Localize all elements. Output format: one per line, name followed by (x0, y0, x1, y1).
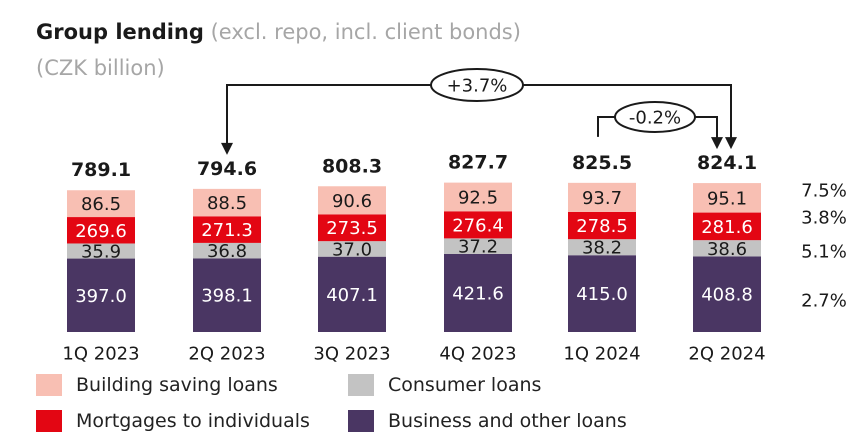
total-label-1: 789.1 (71, 159, 131, 181)
data-label-bar-segment-business-and-other-loans-5: 415.0 (576, 284, 628, 305)
bar-segment-consumer-loans-1 (67, 243, 135, 259)
annotation-arrowhead-qoq (711, 137, 723, 150)
data-label-bar-segment-business-and-other-loans-2: 398.1 (201, 286, 253, 307)
data-label-bar-segment-business-and-other-loans-6: 408.8 (701, 285, 753, 306)
bar-segment-mortgages-to-individuals-1 (67, 217, 135, 244)
annotation-bubble-qoq (614, 101, 696, 133)
bar-segment-mortgages-to-individuals-5 (568, 211, 636, 240)
legend-swatch-consumer (348, 374, 374, 396)
legend-item-consumer: Consumer loans (348, 374, 541, 396)
data-label-bar-segment-mortgages-to-individuals-3: 273.5 (326, 218, 378, 239)
bar-segment-consumer-loans-4 (444, 238, 512, 255)
data-label-bar-segment-consumer-loans-5: 38.2 (582, 238, 622, 259)
bar-segment-business-and-other-loans-1 (67, 258, 135, 332)
data-label-bar-segment-consumer-loans-2: 36.8 (207, 241, 247, 262)
data-label-bar-segment-mortgages-to-individuals-6: 281.6 (701, 217, 753, 238)
data-label-bar-segment-business-and-other-loans-3: 407.1 (326, 285, 378, 306)
category-label-1: 1Q 2023 (62, 344, 139, 365)
bar-segment-building-saving-loans-4 (444, 182, 512, 212)
legend-label-mortgages: Mortgages to individuals (76, 410, 310, 432)
chart-unit-label: (CZK billion) (36, 56, 165, 80)
legend-item-business: Business and other loans (348, 410, 627, 432)
bar-segment-building-saving-loans-1 (67, 190, 135, 218)
total-label-4: 827.7 (448, 152, 508, 174)
legend-label-consumer: Consumer loans (388, 374, 542, 396)
category-label-4: 4Q 2023 (439, 344, 516, 365)
category-label-5: 1Q 2024 (563, 344, 640, 365)
category-label-3: 3Q 2023 (313, 344, 390, 365)
growth-label-1: 7.5% (801, 181, 847, 202)
data-label-bar-segment-consumer-loans-6: 38.6 (707, 239, 747, 260)
data-label-bar-segment-building-saving-loans-3: 90.6 (332, 191, 372, 212)
growth-label-4: 2.7% (801, 291, 847, 312)
data-label-bar-segment-mortgages-to-individuals-2: 271.3 (201, 220, 253, 241)
bar-segment-business-and-other-loans-3 (318, 256, 386, 332)
total-label-2: 794.6 (197, 158, 257, 180)
bar-segment-building-saving-loans-5 (568, 182, 636, 212)
bar-segment-consumer-loans-2 (193, 242, 261, 259)
legend-swatch-mortgages (36, 410, 62, 432)
data-label-bar-segment-building-saving-loans-5: 93.7 (582, 188, 622, 209)
data-label-bar-segment-mortgages-to-individuals-4: 276.4 (452, 215, 504, 236)
data-label-bar-segment-consumer-loans-1: 35.9 (81, 242, 121, 263)
legend-swatch-business (348, 410, 374, 432)
legend-item-mortgages: Mortgages to individuals (36, 410, 310, 432)
annotation-label-yoy: +3.7% (447, 76, 508, 97)
total-label-6: 824.1 (697, 152, 757, 174)
bar-segment-mortgages-to-individuals-3 (318, 214, 386, 242)
bar-segment-building-saving-loans-2 (193, 188, 261, 217)
data-label-bar-segment-building-saving-loans-2: 88.5 (207, 193, 247, 214)
total-label-5: 825.5 (572, 152, 632, 174)
bar-segment-mortgages-to-individuals-4 (444, 211, 512, 239)
data-label-bar-segment-business-and-other-loans-1: 397.0 (75, 286, 127, 307)
total-label-3: 808.3 (322, 155, 382, 177)
data-label-bar-segment-mortgages-to-individuals-1: 269.6 (75, 221, 127, 242)
legend-label-building-saving: Building saving loans (76, 374, 278, 396)
annotation-arrowhead-yoy-end (725, 137, 737, 150)
bar-segment-business-and-other-loans-2 (193, 258, 261, 332)
bar-segment-building-saving-loans-6 (693, 183, 761, 213)
growth-label-3: 5.1% (801, 242, 847, 263)
annotation-arrowhead-yoy-start (221, 142, 233, 155)
category-label-2: 2Q 2023 (188, 344, 265, 365)
chart-title-subtitle: (excl. repo, incl. client bonds) (210, 20, 521, 44)
data-label-bar-segment-building-saving-loans-4: 92.5 (458, 187, 498, 208)
bar-segment-mortgages-to-individuals-6 (693, 212, 761, 241)
data-label-bar-segment-consumer-loans-4: 37.2 (458, 237, 498, 258)
legend-swatch-building-saving (36, 374, 62, 396)
bar-segment-building-saving-loans-3 (318, 186, 386, 215)
data-label-bar-segment-mortgages-to-individuals-5: 278.5 (576, 216, 628, 237)
bar-segment-consumer-loans-3 (318, 241, 386, 257)
data-label-bar-segment-business-and-other-loans-4: 421.6 (452, 284, 504, 305)
chart-title: Group lending (excl. repo, incl. client … (36, 20, 521, 44)
bar-segment-mortgages-to-individuals-2 (193, 216, 261, 243)
data-label-bar-segment-building-saving-loans-6: 95.1 (707, 188, 747, 209)
annotation-label-qoq: -0.2% (629, 108, 681, 129)
bar-segment-business-and-other-loans-6 (693, 256, 761, 332)
growth-label-2: 3.8% (801, 208, 847, 229)
legend-item-building-saving: Building saving loans (36, 374, 278, 396)
legend-label-business: Business and other loans (388, 410, 627, 432)
data-label-bar-segment-consumer-loans-3: 37.0 (332, 239, 372, 260)
data-label-bar-segment-building-saving-loans-1: 86.5 (81, 194, 121, 215)
chart-legend: Building saving loans Consumer loans Mor… (36, 374, 736, 444)
chart-title-main: Group lending (36, 20, 204, 44)
bar-segment-consumer-loans-6 (693, 240, 761, 257)
annotation-bubble-yoy (430, 68, 524, 102)
bar-segment-business-and-other-loans-5 (568, 255, 636, 332)
bar-segment-consumer-loans-5 (568, 239, 636, 256)
category-label-6: 2Q 2024 (688, 344, 765, 365)
bar-segment-business-and-other-loans-4 (444, 254, 512, 332)
